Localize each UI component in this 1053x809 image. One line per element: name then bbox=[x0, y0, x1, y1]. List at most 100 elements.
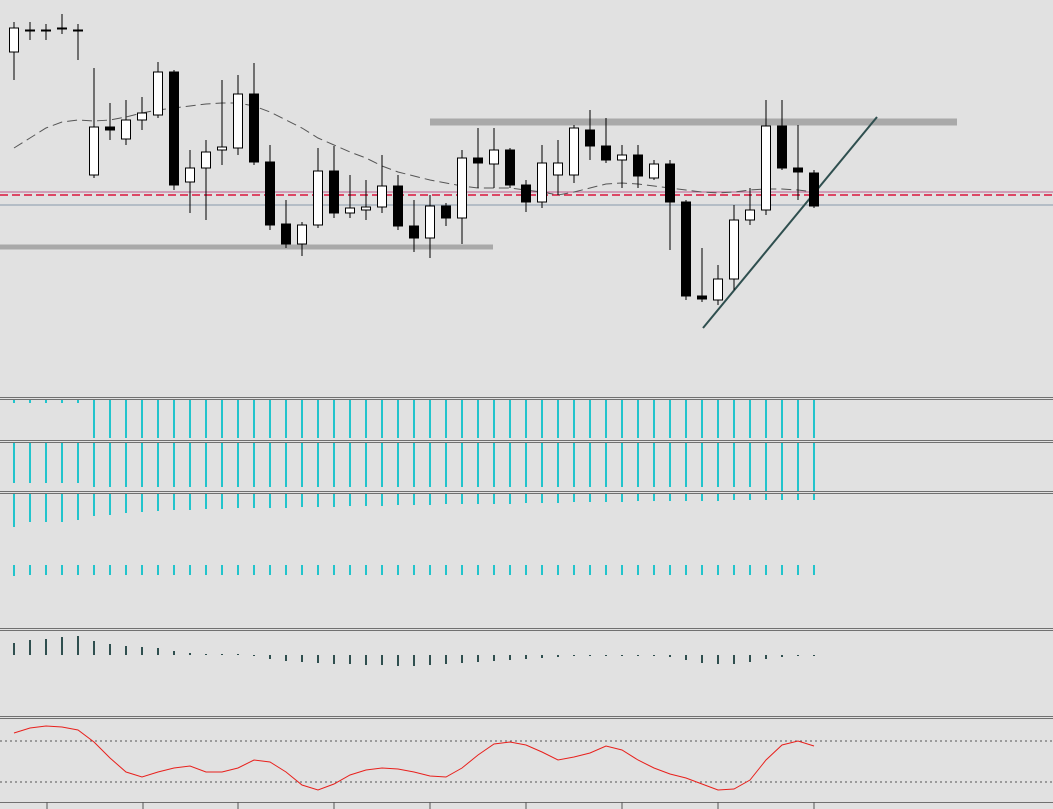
candle-body bbox=[137, 112, 147, 121]
histogram-bar bbox=[525, 565, 527, 575]
histogram-bar bbox=[589, 494, 591, 502]
histogram-bar bbox=[701, 400, 703, 438]
histogram-bar bbox=[701, 655, 703, 663]
histogram-bar bbox=[621, 400, 623, 438]
histogram-bar bbox=[461, 494, 463, 504]
candle-body bbox=[505, 149, 515, 186]
histogram-bar bbox=[397, 443, 399, 487]
candle-body bbox=[9, 27, 19, 53]
histogram-bar bbox=[541, 565, 543, 575]
histogram-bar bbox=[653, 565, 655, 575]
histogram-bar bbox=[333, 443, 335, 487]
histogram-bar bbox=[173, 651, 175, 655]
histogram-bar bbox=[253, 565, 255, 575]
histogram-bar bbox=[781, 400, 783, 438]
histogram-bar bbox=[557, 565, 559, 575]
histogram-bar bbox=[765, 565, 767, 575]
histogram-bar bbox=[365, 443, 367, 487]
histogram-bar bbox=[45, 443, 47, 483]
histogram-bar bbox=[29, 565, 31, 575]
candle-body bbox=[665, 163, 675, 203]
histogram-bar bbox=[205, 565, 207, 575]
histogram-bar bbox=[397, 655, 399, 666]
histogram-bar bbox=[525, 400, 527, 438]
candle-body bbox=[777, 125, 787, 169]
histogram-bar bbox=[477, 400, 479, 438]
histogram-bar bbox=[333, 565, 335, 575]
histogram-bar bbox=[445, 494, 447, 504]
histogram-bar bbox=[365, 400, 367, 438]
candle-body bbox=[377, 185, 387, 208]
histogram-bar bbox=[685, 400, 687, 438]
histogram-bar bbox=[557, 655, 559, 657]
histogram-bar bbox=[93, 443, 95, 487]
histogram-bar bbox=[589, 655, 591, 656]
histogram-bar bbox=[317, 400, 319, 438]
histogram-bar bbox=[685, 655, 687, 660]
candle-body bbox=[649, 163, 659, 179]
histogram-bar bbox=[125, 565, 127, 575]
histogram-bar bbox=[797, 443, 799, 491]
histogram-bar bbox=[733, 565, 735, 575]
histogram-bar bbox=[301, 565, 303, 575]
histogram-bar bbox=[125, 646, 127, 655]
candle-body bbox=[393, 185, 403, 227]
histogram-bar bbox=[301, 655, 303, 662]
histogram-bar bbox=[269, 400, 271, 438]
histogram-bar bbox=[29, 494, 31, 522]
trend-line bbox=[702, 116, 878, 329]
candle-body bbox=[521, 184, 531, 203]
histogram-bar bbox=[733, 400, 735, 438]
candle-body bbox=[489, 149, 499, 165]
histogram-bar bbox=[45, 494, 47, 522]
histogram-bar bbox=[301, 494, 303, 507]
histogram-bar bbox=[461, 400, 463, 438]
histogram-bar bbox=[749, 494, 751, 500]
candle-body bbox=[569, 127, 579, 176]
histogram-bar bbox=[669, 494, 671, 501]
histogram-bar bbox=[29, 640, 31, 655]
histogram-bar bbox=[141, 565, 143, 575]
histogram-bar bbox=[61, 443, 63, 483]
candle-body bbox=[73, 29, 83, 32]
histogram-bar bbox=[429, 443, 431, 487]
histogram-bar bbox=[221, 565, 223, 575]
histogram-bar bbox=[509, 655, 511, 660]
histogram-bar bbox=[621, 565, 623, 575]
histogram-bar bbox=[573, 494, 575, 502]
candle-body bbox=[809, 172, 819, 207]
candle-body bbox=[297, 224, 307, 245]
histogram-bar bbox=[461, 655, 463, 663]
histogram-bar bbox=[621, 655, 623, 656]
histogram-bar bbox=[813, 400, 815, 438]
histogram-bar bbox=[733, 655, 735, 664]
histogram-bar bbox=[301, 400, 303, 438]
histogram-bar bbox=[157, 494, 159, 511]
candle-body bbox=[233, 93, 243, 149]
histogram-bar bbox=[285, 655, 287, 661]
histogram-bar bbox=[413, 565, 415, 575]
x-axis-ticks bbox=[46, 802, 815, 809]
histogram-bar bbox=[61, 637, 63, 655]
histogram-bar bbox=[93, 641, 95, 655]
histogram-bar bbox=[669, 443, 671, 487]
histogram-bar bbox=[109, 400, 111, 438]
candle-body bbox=[409, 225, 419, 239]
histogram-bar bbox=[477, 494, 479, 504]
histogram-bar bbox=[493, 655, 495, 661]
candle-body bbox=[425, 205, 435, 239]
histogram-bar bbox=[205, 400, 207, 438]
histogram-bar bbox=[397, 494, 399, 505]
histogram-bar bbox=[813, 565, 815, 575]
histogram-bar bbox=[317, 565, 319, 575]
histogram-bar bbox=[125, 494, 127, 513]
histogram-bar bbox=[445, 443, 447, 487]
histogram-bar bbox=[221, 494, 223, 509]
histogram-bar bbox=[253, 443, 255, 487]
histogram-bar bbox=[429, 494, 431, 505]
candle-body bbox=[121, 119, 131, 140]
histogram-bar bbox=[765, 655, 767, 659]
histogram-bar bbox=[685, 443, 687, 487]
histogram-bar bbox=[781, 565, 783, 575]
